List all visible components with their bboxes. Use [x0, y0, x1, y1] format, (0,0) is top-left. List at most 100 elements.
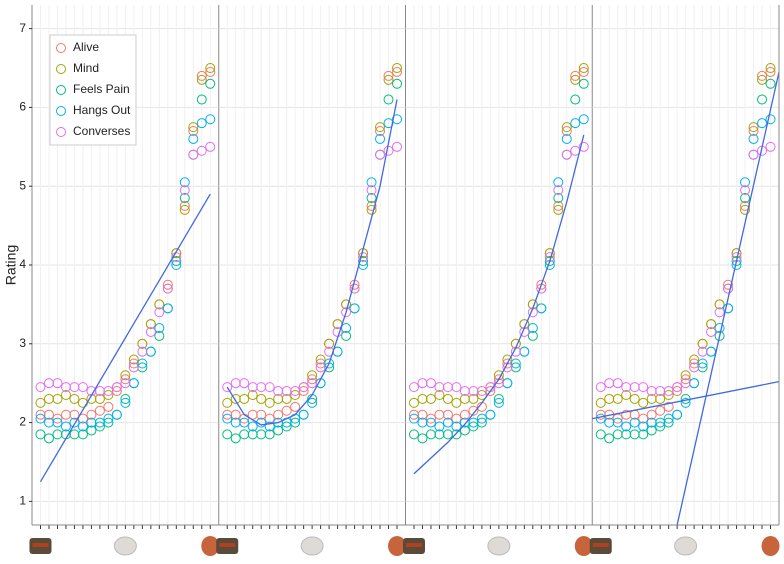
point — [757, 74, 768, 85]
point — [188, 149, 199, 160]
point — [120, 370, 131, 381]
point — [621, 409, 632, 420]
point — [264, 429, 275, 440]
point — [188, 133, 199, 144]
point — [638, 421, 649, 432]
point — [408, 429, 419, 440]
robot-eyes — [32, 543, 49, 547]
point — [442, 409, 453, 420]
point — [697, 358, 708, 369]
point — [290, 401, 301, 412]
point — [655, 421, 666, 432]
point — [60, 409, 71, 420]
point — [315, 358, 326, 369]
point — [366, 177, 377, 188]
point — [315, 362, 326, 373]
point — [527, 323, 538, 334]
point — [425, 378, 436, 389]
point — [137, 358, 148, 369]
y-tick-label: 1 — [19, 494, 26, 508]
point — [578, 114, 589, 125]
point — [366, 185, 377, 196]
point — [103, 413, 114, 424]
point — [638, 397, 649, 408]
face-icon — [388, 536, 407, 556]
point — [196, 70, 207, 81]
point — [765, 63, 776, 74]
point — [553, 185, 564, 196]
point — [43, 417, 54, 428]
point — [459, 386, 470, 397]
point — [451, 421, 462, 432]
point — [52, 378, 63, 389]
point — [205, 78, 216, 89]
point — [86, 425, 97, 436]
point — [646, 425, 657, 436]
point — [459, 409, 470, 420]
legend-marker — [56, 64, 66, 74]
point — [697, 338, 708, 349]
point — [442, 417, 453, 428]
point — [740, 185, 751, 196]
point — [137, 362, 148, 373]
point — [103, 417, 114, 428]
face-icon — [574, 536, 593, 556]
point — [638, 429, 649, 440]
legend-marker — [56, 43, 66, 53]
point — [740, 193, 751, 204]
point — [434, 409, 445, 420]
point — [706, 319, 717, 330]
point — [680, 397, 691, 408]
point — [196, 94, 207, 105]
point — [358, 256, 369, 267]
point — [476, 386, 487, 397]
robot-eyes — [405, 543, 422, 547]
y-tick-label: 4 — [19, 257, 26, 271]
point — [205, 141, 216, 152]
legend-label: Hangs Out — [73, 103, 131, 117]
point — [451, 382, 462, 393]
legend-marker — [56, 106, 66, 116]
point — [383, 74, 394, 85]
point — [120, 397, 131, 408]
point — [137, 346, 148, 357]
point — [60, 421, 71, 432]
point — [663, 401, 674, 412]
point — [307, 370, 318, 381]
point — [137, 338, 148, 349]
point — [553, 193, 564, 204]
point — [468, 386, 479, 397]
point — [69, 417, 80, 428]
point — [86, 409, 97, 420]
point — [52, 393, 63, 404]
point — [595, 429, 606, 440]
fit-line — [226, 99, 398, 426]
point — [188, 126, 199, 137]
point — [247, 421, 258, 432]
point — [196, 118, 207, 129]
point — [510, 362, 521, 373]
point — [222, 413, 233, 424]
point — [425, 393, 436, 404]
point — [290, 386, 301, 397]
point — [77, 429, 88, 440]
point — [621, 382, 632, 393]
point — [366, 200, 377, 211]
point — [145, 319, 156, 330]
point — [621, 390, 632, 400]
point — [298, 409, 309, 420]
point — [392, 63, 403, 74]
point — [561, 126, 572, 137]
point — [408, 382, 419, 393]
point — [128, 354, 139, 365]
point — [621, 429, 632, 440]
point — [383, 70, 394, 81]
point — [179, 193, 190, 204]
point — [205, 63, 216, 74]
point — [765, 114, 776, 125]
point — [256, 429, 267, 440]
point — [298, 386, 309, 397]
point — [69, 393, 80, 404]
point — [35, 409, 46, 420]
